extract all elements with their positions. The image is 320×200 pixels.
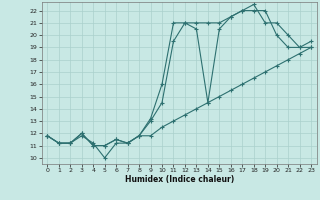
X-axis label: Humidex (Indice chaleur): Humidex (Indice chaleur) <box>124 175 234 184</box>
